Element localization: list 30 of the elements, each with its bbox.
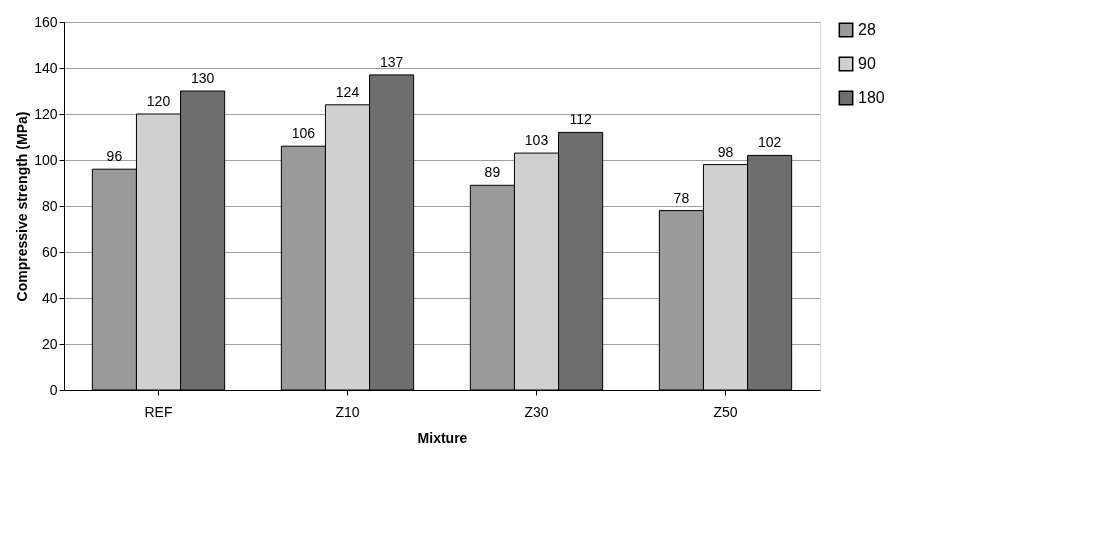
y-tick-label: 140 [34, 59, 58, 76]
x-tick-label: Z10 [335, 403, 360, 420]
y-axis-title: Compressive strength (MPa) [14, 111, 31, 302]
y-tick-label: 100 [34, 151, 58, 168]
y-tick-label: 20 [41, 335, 58, 352]
data-label: 102 [757, 134, 782, 151]
data-label: 112 [569, 111, 592, 128]
y-tick-label: 160 [34, 13, 58, 30]
y-tick-label: 40 [41, 289, 58, 306]
y-tick-label: 60 [41, 243, 58, 260]
x-tick-label: REF [144, 403, 173, 420]
data-label: 130 [190, 70, 215, 86]
data-label: 137 [379, 53, 404, 70]
data-label: 96 [106, 148, 123, 165]
data-label: 103 [524, 132, 549, 149]
data-label: 120 [146, 93, 171, 109]
legend-label: 90 [858, 55, 876, 72]
legend-label: 28 [858, 21, 876, 38]
y-tick-label: 80 [41, 197, 58, 214]
y-tick-label: 120 [34, 105, 58, 122]
legend-label: 180 [858, 89, 885, 106]
data-label: 106 [291, 125, 316, 142]
data-label: 124 [335, 83, 360, 100]
x-tick-label: Z30 [524, 403, 549, 420]
data-label: 78 [673, 189, 690, 206]
y-tick-label: 0 [49, 381, 58, 398]
data-label: 89 [484, 164, 501, 181]
x-tick-label: Z50 [713, 403, 738, 420]
data-label: 98 [717, 143, 734, 160]
x-axis-title: Mixture [417, 429, 468, 446]
